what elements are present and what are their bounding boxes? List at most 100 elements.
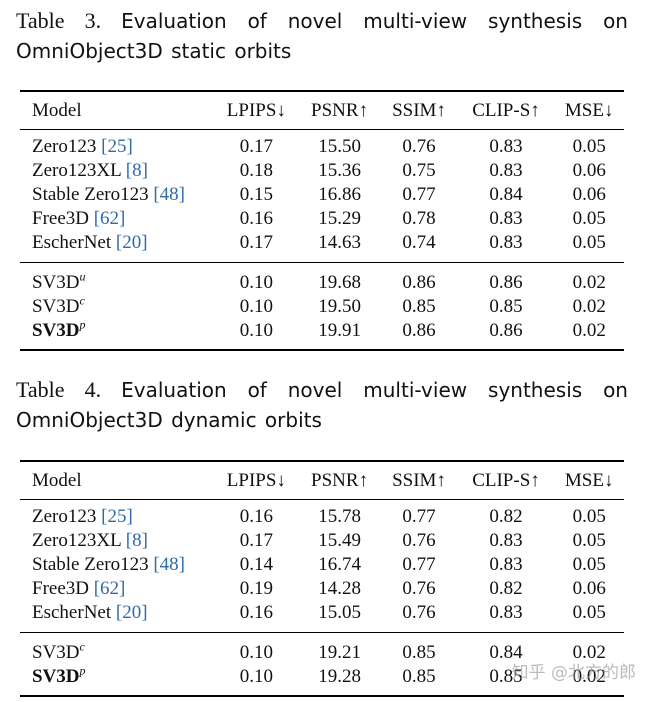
- column-header: SSIM↑: [380, 460, 458, 500]
- metric-value: 0.86: [457, 319, 555, 351]
- metric-value: 0.83: [489, 160, 523, 181]
- metric-value: 0.05: [572, 530, 606, 551]
- metric-value: 16.86: [318, 184, 361, 205]
- metric-value: 0.02: [572, 296, 606, 317]
- metric-value: 0.85: [380, 632, 458, 665]
- table-row: Stable Zero123 [48] 0.14 16.74 0.77 0.83 0.05: [20, 553, 624, 577]
- metric-value: 0.82: [489, 506, 523, 527]
- model-cell: Zero123 [25]: [20, 130, 214, 160]
- column-header: CLIP-S↑: [457, 90, 555, 130]
- metric-value: 19.21: [298, 632, 381, 665]
- metric-value: 0.16: [239, 208, 273, 229]
- metric-value: 0.05: [572, 602, 606, 623]
- table-row: SV3Dc 0.10 19.50 0.85 0.85 0.02: [20, 295, 624, 319]
- citation-link[interactable]: [48]: [153, 184, 186, 205]
- column-header: PSNR↑: [298, 460, 381, 500]
- model-name: SV3D: [32, 666, 80, 687]
- model-cell: SV3Du: [20, 262, 214, 295]
- model-variant-superscript: p: [79, 317, 86, 332]
- metric-value: 0.19: [239, 578, 273, 599]
- metric-value: 19.28: [298, 665, 381, 697]
- model-cell: Free3D [62]: [20, 207, 214, 231]
- table3-caption: Table 3. Evaluation of novel multi-view …: [16, 6, 628, 66]
- metric-value: 15.29: [318, 208, 361, 229]
- metric-value: 0.15: [239, 184, 273, 205]
- metric-value: 0.10: [214, 665, 299, 697]
- metric-value: 19.68: [298, 262, 381, 295]
- metric-value: 15.50: [318, 136, 361, 157]
- model-variant-superscript: u: [79, 269, 86, 284]
- metric-value: 0.85: [489, 296, 523, 317]
- metric-value: 0.83: [489, 232, 523, 253]
- citation-link[interactable]: [25]: [101, 136, 133, 157]
- model-name: SV3D: [32, 320, 80, 341]
- metric-value: 0.77: [402, 506, 436, 527]
- metric-value: 0.05: [572, 208, 606, 229]
- table-row: SV3Du 0.10 19.68 0.86 0.86 0.02: [20, 262, 624, 295]
- table4: Model LPIPS↓ PSNR↑ SSIM↑ CLIP-S↑ MSE↓ Zero123 …: [20, 460, 624, 697]
- header-row: Model LPIPS↓ PSNR↑ SSIM↑ CLIP-S↑ MSE↓: [20, 460, 624, 500]
- table-row: Zero123 [25] 0.16 15.78 0.77 0.82 0.05: [20, 500, 624, 530]
- metric-value: 0.10: [239, 296, 273, 317]
- column-header: SSIM↑: [380, 90, 458, 130]
- metric-value: 0.16: [239, 602, 273, 623]
- table4-caption-label: Table 4.: [16, 377, 102, 402]
- metric-value: 15.05: [318, 602, 361, 623]
- model-name: SV3D: [32, 272, 80, 293]
- metric-value: 0.05: [572, 554, 606, 575]
- metric-value: 0.18: [239, 160, 273, 181]
- metric-value: 0.05: [572, 136, 606, 157]
- citation-link[interactable]: [20]: [115, 232, 148, 253]
- table-row: SV3Dp 0.10 19.91 0.86 0.86 0.02: [20, 317, 624, 351]
- citation-link[interactable]: [62]: [93, 578, 126, 599]
- metric-value: 0.82: [489, 578, 523, 599]
- model-name: Stable Zero123: [32, 554, 149, 575]
- metric-value: 0.86: [380, 262, 458, 295]
- model-variant-superscript: p: [79, 663, 86, 678]
- citation-link[interactable]: [8]: [125, 530, 148, 551]
- metric-value: 0.85: [402, 296, 436, 317]
- metric-value: 19.91: [298, 319, 381, 351]
- column-header: MSE↓: [554, 90, 624, 130]
- watermark: 知乎 @北方的郎: [511, 663, 636, 683]
- metric-value: 14.63: [318, 232, 361, 253]
- metric-value: 0.10: [214, 262, 299, 295]
- model-variant-superscript: c: [79, 293, 85, 308]
- model-cell: SV3Dp: [20, 317, 214, 351]
- column-header: Model: [20, 460, 214, 500]
- model-name: Zero123XL: [32, 160, 121, 181]
- metric-value: 0.06: [572, 184, 606, 205]
- metric-value: 0.76: [402, 602, 436, 623]
- model-cell: EscherNet [20]: [20, 601, 214, 633]
- metric-value: 0.83: [489, 136, 523, 157]
- metric-value: 0.83: [489, 530, 523, 551]
- citation-link[interactable]: [20]: [115, 602, 148, 623]
- citation-link[interactable]: [25]: [101, 506, 133, 527]
- citation-link[interactable]: [8]: [125, 160, 148, 181]
- metric-value: 0.77: [402, 184, 436, 205]
- header-row: Model LPIPS↓ PSNR↑ SSIM↑ CLIP-S↑ MSE↓: [20, 90, 624, 130]
- citation-link[interactable]: [48]: [153, 554, 186, 575]
- model-cell: SV3Dc: [20, 632, 214, 665]
- model-cell: Stable Zero123 [48]: [20, 183, 214, 207]
- table-row: Zero123 [25] 0.17 15.50 0.76 0.83 0.05: [20, 130, 624, 160]
- metric-value: 0.02: [554, 262, 624, 295]
- model-cell: Stable Zero123 [48]: [20, 553, 214, 577]
- metric-value: 19.50: [318, 296, 361, 317]
- metric-value: 0.75: [402, 160, 436, 181]
- metric-value: 0.78: [402, 208, 436, 229]
- table4-caption: Table 4. Evaluation of novel multi-view …: [16, 375, 628, 435]
- model-name: Free3D: [32, 208, 89, 229]
- metric-value: 0.83: [489, 602, 523, 623]
- metric-value: 0.06: [572, 160, 606, 181]
- metric-value: 0.06: [572, 578, 606, 599]
- citation-link[interactable]: [62]: [93, 208, 126, 229]
- column-header: PSNR↑: [298, 90, 381, 130]
- metric-value: 0.74: [402, 232, 436, 253]
- table-row: SV3Dc 0.10 19.21 0.85 0.84 0.02: [20, 632, 624, 665]
- metric-value: 0.02: [554, 665, 624, 697]
- model-name: Zero123: [32, 506, 97, 527]
- column-header: LPIPS↓: [214, 460, 299, 500]
- model-cell: Zero123 [25]: [20, 500, 214, 530]
- metric-value: 15.49: [318, 530, 361, 551]
